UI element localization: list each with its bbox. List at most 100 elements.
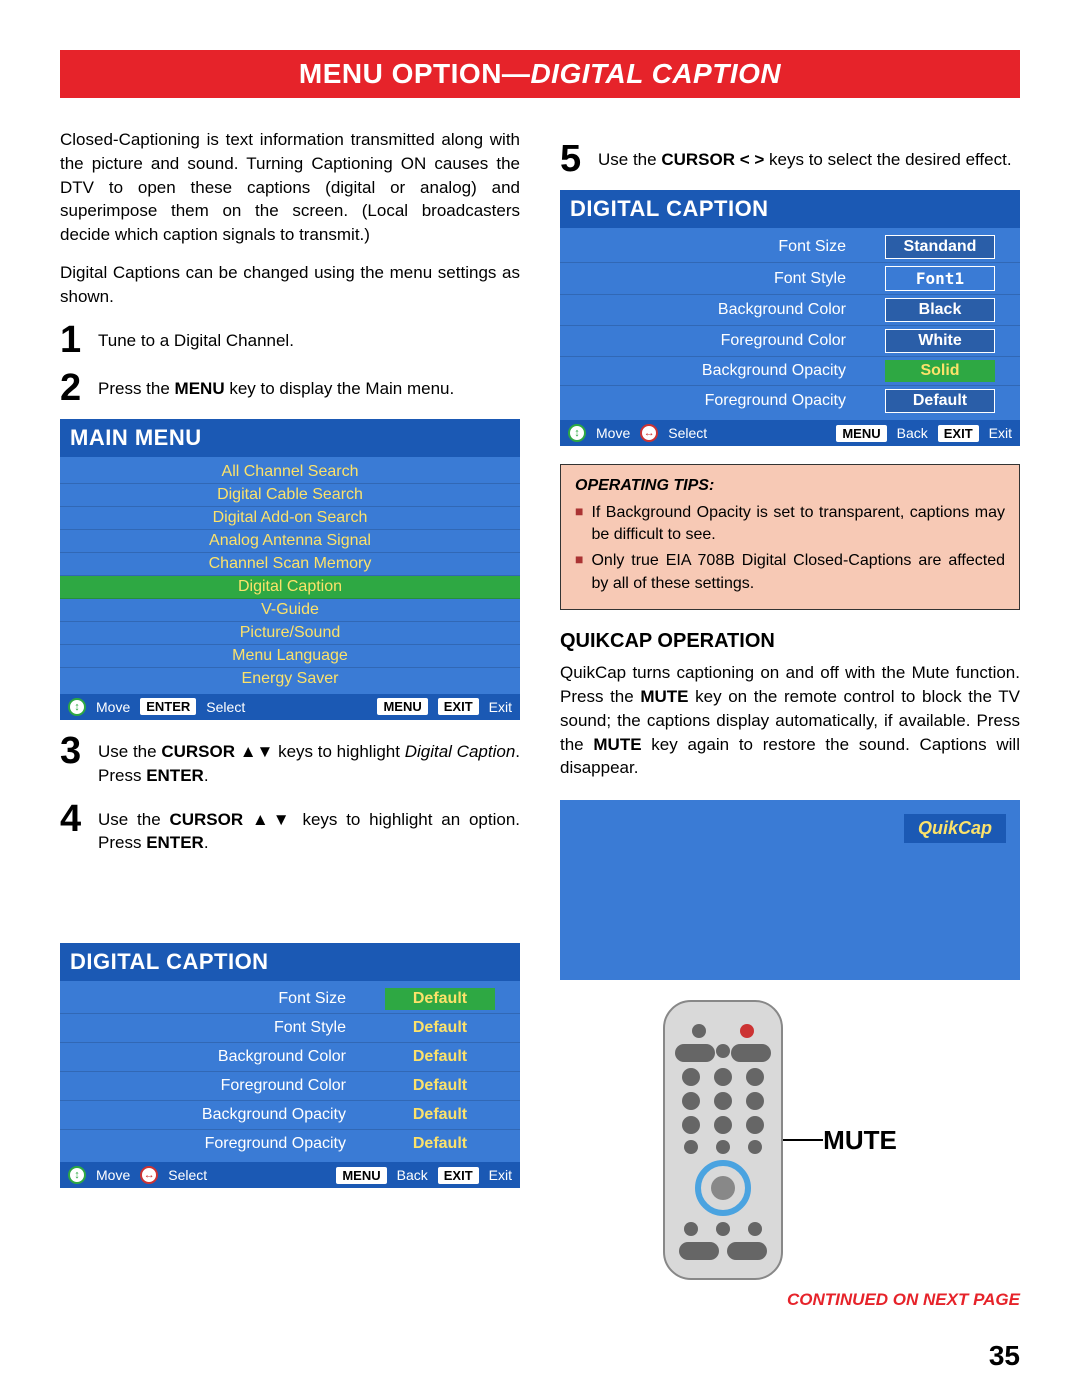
menu-footer: ↕Move ↔Select MENUBack EXITExit <box>560 420 1020 446</box>
setting-label: Font Size <box>60 985 360 1013</box>
step-4: 4 Use the CURSOR ▲▼ keys to highlight an… <box>60 802 520 856</box>
setting-label: Font Style <box>560 265 860 293</box>
step-number: 4 <box>60 802 84 856</box>
move-icon: ↕ <box>568 424 586 442</box>
setting-value: Black <box>885 298 995 322</box>
step-text: Press the MENU key to display the Main m… <box>98 371 520 405</box>
setting-row: Background Color Black <box>560 295 1020 326</box>
bullet-icon: ■ <box>575 502 583 547</box>
setting-row: Foreground Color Default <box>60 1072 520 1101</box>
menu-button: MENU <box>377 698 427 715</box>
setting-value: Default <box>385 1046 495 1068</box>
step-number: 1 <box>60 323 84 357</box>
setting-row: Foreground OpacityDefault <box>560 386 1020 416</box>
quikcap-paragraph: QuikCap turns captioning on and off with… <box>560 661 1020 780</box>
menu-button: MENU <box>836 425 886 442</box>
page-banner: MENU OPTION—DIGITAL CAPTION <box>60 50 1020 98</box>
intro-1: Closed-Captioning is text information tr… <box>60 128 520 247</box>
step-number: 5 <box>560 142 584 176</box>
step-text: Tune to a Digital Channel. <box>98 323 520 357</box>
step-5: 5 Use the CURSOR < > keys to select the … <box>560 142 1020 176</box>
setting-value: Default <box>385 1017 495 1039</box>
exit-button: EXIT <box>438 1167 479 1184</box>
menu-body: Font SizeDefaultFont StyleDefaultBackgro… <box>60 981 520 1162</box>
menu-item: Picture/Sound <box>60 622 520 645</box>
menu-item: Channel Scan Memory <box>60 553 520 576</box>
select-icon: ↔ <box>140 1166 158 1184</box>
mute-label: MUTE <box>823 1125 897 1156</box>
tips-label: OPERATING TIPS: <box>575 475 1005 497</box>
setting-label: Background Color <box>60 1043 360 1071</box>
select-icon: ↔ <box>640 424 658 442</box>
setting-label: Background Color <box>560 296 860 324</box>
right-column: 5 Use the CURSOR < > keys to select the … <box>560 128 1020 1310</box>
setting-row: Background Opacity Default <box>60 1101 520 1130</box>
setting-label: Foreground Opacity <box>560 387 860 415</box>
left-column: Closed-Captioning is text information tr… <box>60 128 520 1310</box>
menu-footer: ↕Move ENTERSelect MENU EXITExit <box>60 694 520 720</box>
quikcap-heading: QUIKCAP OPERATION <box>560 630 1020 653</box>
setting-row: Foreground Opacity Default <box>60 1130 520 1158</box>
setting-value: Standand <box>885 235 995 259</box>
menu-item: Digital Cable Search <box>60 484 520 507</box>
menu-title: DIGITAL CAPTION <box>60 943 520 981</box>
setting-label: Foreground Color <box>560 327 860 355</box>
step-3: 3 Use the CURSOR ▲▼ keys to highlight Di… <box>60 734 520 788</box>
banner-prefix: MENU OPTION— <box>299 58 531 89</box>
remote-illustration: MUTE <box>560 1000 1020 1280</box>
menu-title: DIGITAL CAPTION <box>560 190 1020 228</box>
menu-body: Font Size Standand Font Style Font1 Backgrou… <box>560 228 1020 420</box>
tip-text: Only true EIA 708B Digital Closed-Captio… <box>591 550 1005 595</box>
quikcap-screenshot: QuikCap <box>560 800 1020 980</box>
main-menu-screenshot: MAIN MENU All Channel SearchDigital Cabl… <box>60 419 520 720</box>
setting-label: Foreground Color <box>60 1072 360 1100</box>
setting-label: Font Size <box>560 233 860 261</box>
tip-text: If Background Opacity is set to transpar… <box>591 502 1005 547</box>
menu-footer: ↕Move ↔Select MENUBack EXITExit <box>60 1162 520 1188</box>
setting-value: Default <box>385 1133 495 1155</box>
setting-label: Background Opacity <box>560 357 860 385</box>
move-icon: ↕ <box>68 1166 86 1184</box>
step-text: Use the CURSOR < > keys to select the de… <box>598 142 1020 176</box>
page-number: 35 <box>60 1340 1020 1372</box>
step-number: 2 <box>60 371 84 405</box>
setting-row: Font Style Default <box>60 1014 520 1043</box>
menu-item: Analog Antenna Signal <box>60 530 520 553</box>
enter-button: ENTER <box>140 698 196 715</box>
menu-title: MAIN MENU <box>60 419 520 457</box>
menu-item: V-Guide <box>60 599 520 622</box>
setting-row: Font Style Font1 <box>560 263 1020 295</box>
menu-item: Digital Caption <box>60 576 520 599</box>
quikcap-label: QuikCap <box>904 814 1006 843</box>
exit-button: EXIT <box>938 425 979 442</box>
continued-label: CONTINUED ON NEXT PAGE <box>560 1290 1020 1310</box>
menu-item: Menu Language <box>60 645 520 668</box>
intro-2: Digital Captions can be changed using th… <box>60 261 520 309</box>
setting-row: Font Size Standand <box>560 232 1020 263</box>
setting-row: Font Size Default <box>60 985 520 1014</box>
setting-row: Background Color Default <box>60 1043 520 1072</box>
setting-value: Solid <box>885 360 995 382</box>
setting-row: Foreground Color White <box>560 326 1020 357</box>
setting-value: Default <box>385 1075 495 1097</box>
setting-value: White <box>885 329 995 353</box>
menu-item: Digital Add-on Search <box>60 507 520 530</box>
menu-item: All Channel Search <box>60 461 520 484</box>
step-text: Use the CURSOR ▲▼ keys to highlight an o… <box>98 802 520 856</box>
bullet-icon: ■ <box>575 550 583 595</box>
menu-button: MENU <box>336 1167 386 1184</box>
setting-label: Font Style <box>60 1014 360 1042</box>
remote-control <box>663 1000 783 1280</box>
banner-title: DIGITAL CAPTION <box>530 58 781 89</box>
setting-value: Font1 <box>885 266 995 291</box>
step-2: 2 Press the MENU key to display the Main… <box>60 371 520 405</box>
setting-label: Background Opacity <box>60 1101 360 1129</box>
step-number: 3 <box>60 734 84 788</box>
setting-value: Default <box>385 988 495 1010</box>
setting-label: Foreground Opacity <box>60 1130 360 1158</box>
setting-value: Default <box>385 1104 495 1126</box>
menu-item: Energy Saver <box>60 668 520 690</box>
digital-caption-screenshot-2: DIGITAL CAPTION Font Size Standand Font St… <box>560 190 1020 446</box>
operating-tips: OPERATING TIPS: ■If Background Opacity i… <box>560 464 1020 610</box>
menu-body: All Channel SearchDigital Cable SearchDi… <box>60 457 520 694</box>
